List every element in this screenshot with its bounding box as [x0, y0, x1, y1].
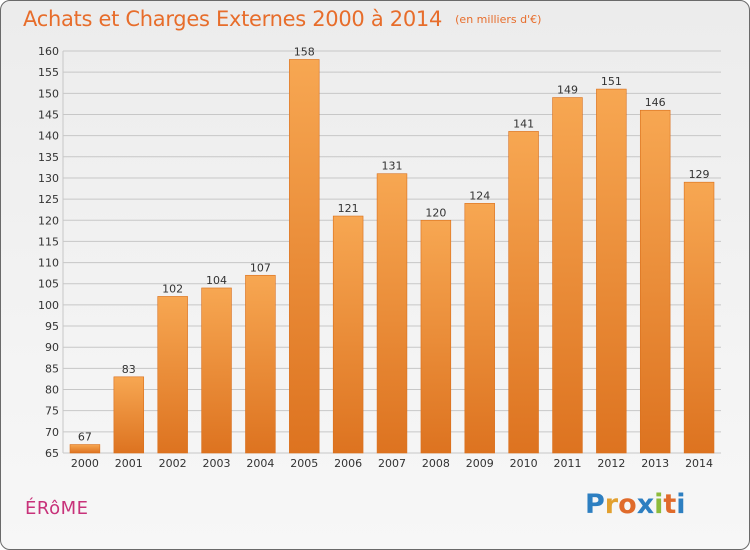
x-tick-label: 2011 [553, 457, 581, 470]
x-axis-ticks: 2000 2001 2002 2003 2004 2005 2006 2007 2008 2009… [71, 457, 713, 470]
value-label: 141 [513, 117, 534, 130]
value-label: 146 [645, 96, 666, 109]
x-tick-label: 2012 [597, 457, 625, 470]
y-tick-label: 120 [38, 214, 59, 227]
value-label: 83 [122, 363, 136, 376]
x-tick-label: 2001 [115, 457, 143, 470]
y-tick-label: 90 [45, 341, 59, 354]
x-tick-label: 2004 [246, 457, 274, 470]
y-tick-label: 100 [38, 299, 59, 312]
place-name: ÉRôME [25, 498, 89, 519]
bar-2000 [69, 444, 101, 454]
y-tick-label: 150 [38, 87, 59, 100]
bar-2011 [552, 97, 583, 454]
value-label: 107 [250, 261, 271, 274]
value-label: 158 [294, 45, 315, 58]
y-tick-label: 85 [45, 362, 59, 375]
chart-unit: (en milliers d'€) [455, 13, 542, 26]
logo-letter: t [663, 489, 677, 520]
y-tick-label: 115 [38, 235, 59, 248]
bar-2010 [508, 131, 539, 454]
x-tick-label: 2014 [685, 457, 713, 470]
logo-letter: o [618, 489, 637, 520]
proxiti-logo: Proxiti [585, 489, 686, 520]
bar-2001 [113, 376, 145, 454]
y-tick-label: 155 [38, 66, 59, 79]
bar-2007 [376, 173, 408, 454]
bar-2008 [420, 219, 452, 454]
logo-letter: P [585, 489, 605, 520]
x-tick-label: 2005 [290, 457, 318, 470]
y-tick-label: 70 [45, 426, 59, 439]
y-tick-label: 160 [38, 45, 59, 58]
y-tick-label: 130 [38, 172, 59, 185]
bar-2004 [245, 274, 276, 454]
logo-letter: i [676, 489, 686, 520]
y-tick-label: 95 [45, 320, 59, 333]
bar-2009 [464, 203, 495, 454]
y-tick-label: 65 [45, 447, 59, 460]
y-tick-label: 105 [38, 278, 59, 291]
x-tick-label: 2006 [334, 457, 362, 470]
bars: 67 83 102 104 107 158 121 131 120 124 141 149 151 146… [69, 45, 715, 454]
x-tick-label: 2000 [71, 457, 99, 470]
y-tick-label: 75 [45, 405, 59, 418]
value-label: 129 [689, 168, 710, 181]
y-tick-label: 110 [38, 257, 59, 270]
bar-2003 [201, 287, 232, 454]
logo-letter: x [636, 489, 655, 520]
value-label: 102 [162, 282, 183, 295]
y-axis-ticks: 65 70 75 80 85 90 95 100 105 110 115 120 125 130 135 14… [38, 45, 59, 460]
chart-title-block: Achats et Charges Externes 2000 à 2014 (… [23, 7, 541, 31]
value-label: 67 [78, 431, 92, 444]
x-tick-label: 2013 [641, 457, 669, 470]
chart-title: Achats et Charges Externes 2000 à 2014 [23, 7, 443, 31]
x-tick-label: 2002 [159, 457, 187, 470]
x-tick-label: 2003 [203, 457, 231, 470]
x-tick-label: 2009 [466, 457, 494, 470]
value-label: 149 [557, 84, 578, 97]
bar-2005 [289, 59, 320, 454]
value-label: 151 [601, 75, 622, 88]
logo-letter: i [654, 489, 664, 520]
bar-2002 [157, 296, 188, 454]
value-label: 120 [425, 206, 446, 219]
x-tick-label: 2008 [422, 457, 450, 470]
y-tick-label: 140 [38, 130, 59, 143]
y-tick-label: 145 [38, 108, 59, 121]
x-tick-label: 2007 [378, 457, 406, 470]
y-tick-label: 80 [45, 384, 59, 397]
bar-2013 [639, 109, 671, 454]
value-label: 104 [206, 274, 227, 287]
bar-2006 [332, 215, 364, 454]
value-label: 124 [469, 189, 490, 202]
value-label: 121 [338, 202, 359, 215]
y-tick-label: 125 [38, 193, 59, 206]
y-tick-label: 135 [38, 151, 59, 164]
bar-2012 [596, 88, 627, 454]
x-tick-label: 2010 [510, 457, 538, 470]
logo-letter: r [604, 489, 619, 520]
value-label: 131 [382, 160, 403, 173]
bar-2014 [683, 181, 715, 454]
